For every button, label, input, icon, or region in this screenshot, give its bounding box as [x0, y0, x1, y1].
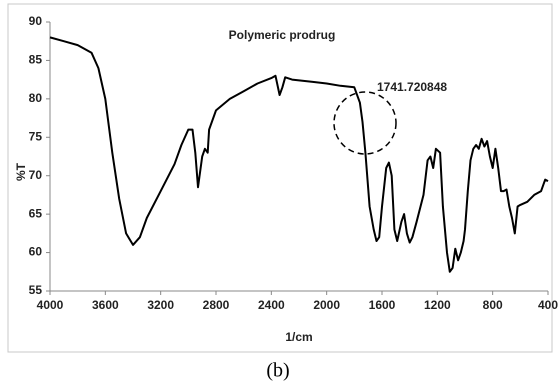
- y-tick-label: 75: [29, 129, 43, 143]
- y-tick-label: 55: [29, 283, 43, 297]
- x-tick-label: 2400: [258, 298, 285, 312]
- x-axis-label: 1/cm: [285, 330, 312, 344]
- y-tick-label: 60: [29, 245, 43, 259]
- x-tick-label: 1600: [369, 298, 396, 312]
- x-tick-label: 400: [538, 298, 558, 312]
- annotation: 1741.720848: [377, 80, 447, 94]
- y-tick-label: 80: [29, 91, 43, 105]
- x-tick-label: 3200: [147, 298, 174, 312]
- annotation-circle: [333, 91, 397, 155]
- x-tick-label: 2000: [313, 298, 340, 312]
- chart-title: Polymeric prodrug: [229, 28, 336, 42]
- y-tick-label: 65: [29, 206, 43, 220]
- caption: (b): [266, 360, 289, 382]
- spectrum-line: [49, 36, 549, 273]
- y-tick-label: 70: [29, 168, 43, 182]
- x-tick-label: 1200: [424, 298, 451, 312]
- x-tick-label: 2800: [203, 298, 230, 312]
- x-tick-label: 800: [483, 298, 503, 312]
- x-tick-label: 3600: [92, 298, 119, 312]
- chart-frame: [7, 3, 553, 353]
- x-tick-label: 4000: [37, 298, 64, 312]
- y-axis-label: %T: [14, 162, 28, 181]
- y-tick-label: 85: [29, 53, 43, 67]
- y-tick-label: 90: [29, 14, 43, 28]
